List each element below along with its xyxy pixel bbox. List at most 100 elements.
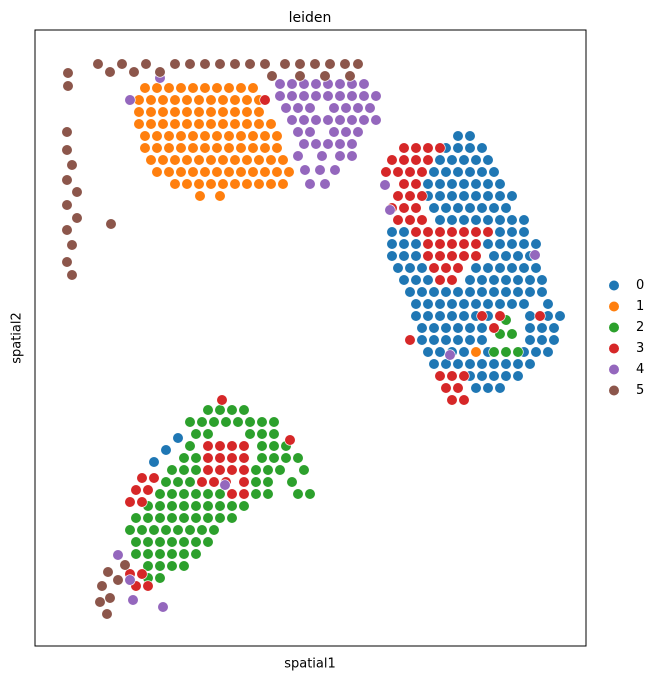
spot xyxy=(181,106,193,118)
spot xyxy=(154,488,166,500)
spot xyxy=(214,500,226,512)
spot xyxy=(175,82,187,94)
spot xyxy=(458,370,470,382)
spot xyxy=(464,142,476,154)
spot xyxy=(271,130,283,142)
spot xyxy=(184,58,196,70)
spot xyxy=(193,178,205,190)
spot xyxy=(452,130,464,142)
spot xyxy=(199,82,211,94)
spot xyxy=(187,166,199,178)
spot xyxy=(178,464,190,476)
spot xyxy=(265,154,277,166)
spot xyxy=(166,464,178,476)
legend-label: 0 xyxy=(636,278,644,293)
legend-label: 2 xyxy=(636,320,644,335)
spot xyxy=(274,90,286,102)
spot xyxy=(506,238,518,250)
spot xyxy=(434,190,446,202)
spot xyxy=(130,536,142,548)
spot xyxy=(244,58,256,70)
spot xyxy=(190,488,202,500)
spot xyxy=(160,444,172,456)
spot xyxy=(428,286,440,298)
spot xyxy=(62,80,74,92)
spot xyxy=(328,102,340,114)
spot xyxy=(488,322,500,334)
spot xyxy=(452,166,464,178)
spot xyxy=(548,334,560,346)
spot xyxy=(124,574,136,586)
spot xyxy=(259,130,271,142)
spot xyxy=(304,102,316,114)
spot xyxy=(235,166,247,178)
spot xyxy=(358,90,370,102)
spot xyxy=(398,274,410,286)
spot xyxy=(488,202,500,214)
legend-label: 3 xyxy=(636,341,644,356)
spot xyxy=(446,238,458,250)
spot xyxy=(105,218,117,230)
spot xyxy=(253,154,265,166)
spot xyxy=(154,560,166,572)
spot xyxy=(446,154,458,166)
spot xyxy=(434,154,446,166)
spot xyxy=(130,548,142,560)
spot xyxy=(262,476,274,488)
spot xyxy=(217,106,229,118)
spot xyxy=(428,334,440,346)
spot xyxy=(398,238,410,250)
spot xyxy=(166,488,178,500)
spot xyxy=(470,262,482,274)
spot xyxy=(96,580,108,592)
spot xyxy=(358,114,370,126)
spot xyxy=(319,178,331,190)
spot xyxy=(452,322,464,334)
spot xyxy=(292,452,304,464)
spot xyxy=(470,190,482,202)
spot xyxy=(247,82,259,94)
spot xyxy=(127,594,139,606)
spot xyxy=(205,118,217,130)
spot xyxy=(434,178,446,190)
spot xyxy=(166,536,178,548)
spot xyxy=(154,572,166,584)
spot xyxy=(404,166,416,178)
spot xyxy=(178,500,190,512)
spot xyxy=(542,298,554,310)
spot xyxy=(247,130,259,142)
spot xyxy=(398,250,410,262)
legend-label: 4 xyxy=(636,362,644,377)
spot xyxy=(71,212,83,224)
plot-frame xyxy=(34,29,587,647)
spot xyxy=(130,484,142,496)
spot xyxy=(184,524,196,536)
spot xyxy=(392,190,404,202)
spot xyxy=(364,102,376,114)
spot xyxy=(398,202,410,214)
spot xyxy=(416,286,428,298)
spot xyxy=(410,178,422,190)
spot xyxy=(214,488,226,500)
spot xyxy=(370,114,382,126)
spot xyxy=(482,178,494,190)
spot xyxy=(92,58,104,70)
spot xyxy=(404,262,416,274)
spot xyxy=(470,238,482,250)
spot xyxy=(190,536,202,548)
spot xyxy=(241,178,253,190)
spot xyxy=(119,559,131,571)
spot xyxy=(358,78,370,90)
spot xyxy=(136,568,148,580)
spot xyxy=(536,274,548,286)
spot xyxy=(352,102,364,114)
spot xyxy=(280,102,292,114)
spot xyxy=(458,154,470,166)
spot xyxy=(190,464,202,476)
spot xyxy=(398,142,410,154)
spot xyxy=(464,274,476,286)
spot xyxy=(256,452,268,464)
spot xyxy=(452,262,464,274)
spot xyxy=(524,286,536,298)
